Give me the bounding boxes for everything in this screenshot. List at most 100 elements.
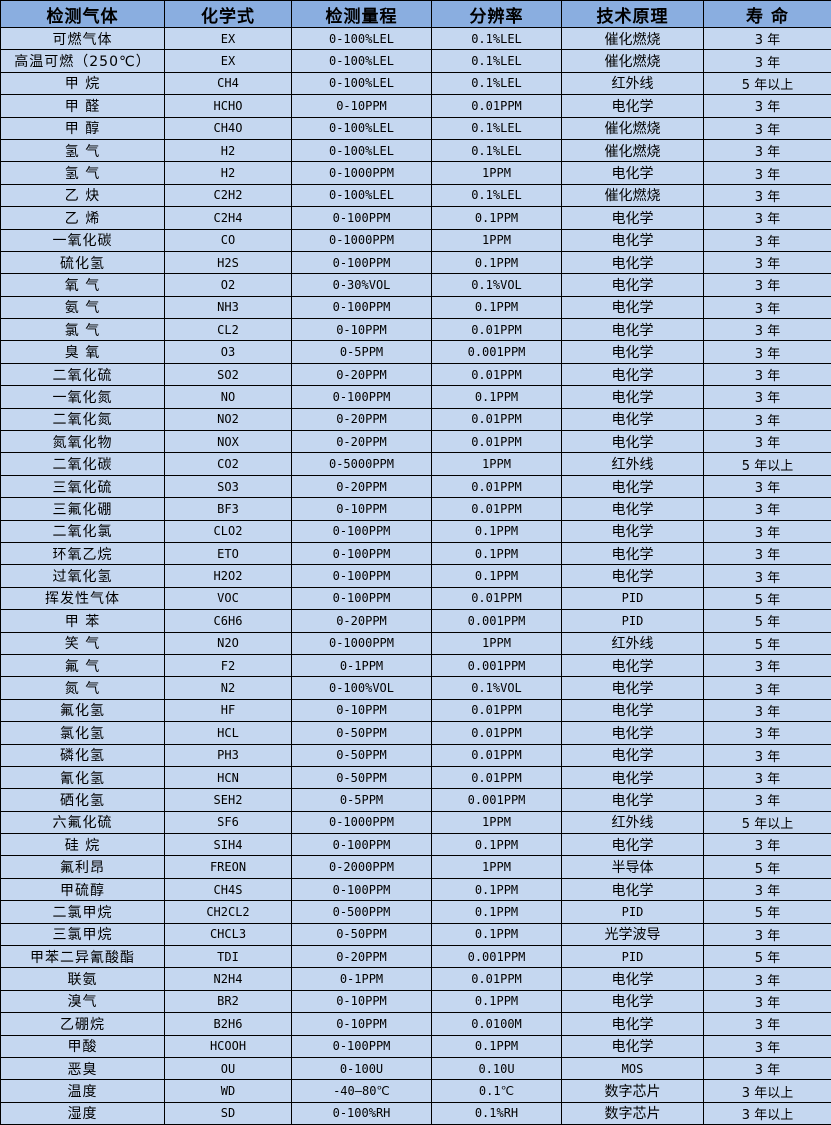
cell-resolution: 0.1PPM [432, 565, 562, 587]
cell-technology-principle: 电化学 [562, 319, 704, 341]
cell-detection-range: 0-1000PPM [292, 811, 432, 833]
cell-gas-name: 六氟化硫 [1, 811, 165, 833]
cell-gas-name: 挥发性气体 [1, 587, 165, 609]
cell-technology-principle: 电化学 [562, 654, 704, 676]
cell-chemical-formula: O2 [165, 274, 292, 296]
cell-lifespan: 3 年 [704, 789, 831, 811]
cell-technology-principle: 电化学 [562, 1013, 704, 1035]
cell-technology-principle: 电化学 [562, 722, 704, 744]
cell-resolution: 0.01PPM [432, 699, 562, 721]
cell-lifespan: 3 年以上 [704, 1102, 831, 1124]
cell-gas-name: 甲 醛 [1, 95, 165, 117]
cell-technology-principle: 电化学 [562, 699, 704, 721]
cell-detection-range: 0-20PPM [292, 946, 432, 968]
cell-resolution: 0.1%LEL [432, 72, 562, 94]
cell-detection-range: 0-100PPM [292, 834, 432, 856]
cell-chemical-formula: BR2 [165, 990, 292, 1012]
cell-gas-name: 磷化氢 [1, 744, 165, 766]
column-header-gas: 检测气体 [1, 1, 165, 28]
cell-lifespan: 3 年 [704, 117, 831, 139]
cell-chemical-formula: PH3 [165, 744, 292, 766]
cell-lifespan: 3 年 [704, 162, 831, 184]
cell-lifespan: 3 年 [704, 766, 831, 788]
cell-detection-range: 0-10PPM [292, 498, 432, 520]
cell-technology-principle: 电化学 [562, 207, 704, 229]
cell-technology-principle: 电化学 [562, 542, 704, 564]
cell-resolution: 0.01PPM [432, 968, 562, 990]
cell-technology-principle: PID [562, 587, 704, 609]
cell-resolution: 0.1%RH [432, 1102, 562, 1124]
column-header-technology: 技术原理 [562, 1, 704, 28]
cell-gas-name: 恶臭 [1, 1057, 165, 1079]
cell-resolution: 1PPM [432, 811, 562, 833]
cell-lifespan: 3 年 [704, 1035, 831, 1057]
cell-chemical-formula: HF [165, 699, 292, 721]
cell-detection-range: 0-100%LEL [292, 184, 432, 206]
cell-resolution: 0.01PPM [432, 95, 562, 117]
cell-detection-range: 0-100%LEL [292, 50, 432, 72]
cell-technology-principle: 电化学 [562, 162, 704, 184]
cell-detection-range: 0-20PPM [292, 431, 432, 453]
cell-technology-principle: 电化学 [562, 520, 704, 542]
cell-chemical-formula: EX [165, 50, 292, 72]
cell-lifespan: 3 年 [704, 251, 831, 273]
cell-resolution: 0.0100M [432, 1013, 562, 1035]
cell-resolution: 0.1%VOL [432, 274, 562, 296]
cell-gas-name: 乙 炔 [1, 184, 165, 206]
cell-gas-name: 三氟化硼 [1, 498, 165, 520]
cell-lifespan: 5 年以上 [704, 453, 831, 475]
cell-resolution: 0.1%LEL [432, 50, 562, 72]
cell-chemical-formula: SIH4 [165, 834, 292, 856]
cell-resolution: 0.1PPM [432, 542, 562, 564]
cell-lifespan: 3 年 [704, 229, 831, 251]
cell-detection-range: 0-100%LEL [292, 117, 432, 139]
cell-lifespan: 3 年 [704, 319, 831, 341]
cell-chemical-formula: ETO [165, 542, 292, 564]
cell-gas-name: 氟化氢 [1, 699, 165, 721]
cell-gas-name: 二氧化氮 [1, 408, 165, 430]
cell-detection-range: 0-10PPM [292, 1013, 432, 1035]
cell-detection-range: 0-100PPM [292, 542, 432, 564]
cell-gas-name: 氮 气 [1, 677, 165, 699]
cell-detection-range: 0-100PPM [292, 296, 432, 318]
cell-resolution: 0.1%LEL [432, 139, 562, 161]
cell-detection-range: 0-50PPM [292, 766, 432, 788]
cell-detection-range: 0-50PPM [292, 722, 432, 744]
cell-detection-range: 0-1PPM [292, 968, 432, 990]
cell-lifespan: 3 年 [704, 990, 831, 1012]
cell-gas-name: 硅 烷 [1, 834, 165, 856]
cell-technology-principle: 催化燃烧 [562, 139, 704, 161]
cell-lifespan: 3 年 [704, 722, 831, 744]
cell-resolution: 0.001PPM [432, 341, 562, 363]
column-header-resolution: 分辨率 [432, 1, 562, 28]
column-header-lifespan: 寿 命 [704, 1, 831, 28]
cell-chemical-formula: CHCL3 [165, 923, 292, 945]
cell-technology-principle: PID [562, 946, 704, 968]
cell-gas-name: 湿度 [1, 1102, 165, 1124]
cell-resolution: 0.01PPM [432, 319, 562, 341]
cell-technology-principle: 电化学 [562, 968, 704, 990]
cell-resolution: 0.1PPM [432, 386, 562, 408]
cell-technology-principle: 电化学 [562, 341, 704, 363]
cell-chemical-formula: O3 [165, 341, 292, 363]
cell-resolution: 0.001PPM [432, 610, 562, 632]
cell-lifespan: 3 年 [704, 184, 831, 206]
cell-chemical-formula: BF3 [165, 498, 292, 520]
cell-lifespan: 3 年 [704, 431, 831, 453]
